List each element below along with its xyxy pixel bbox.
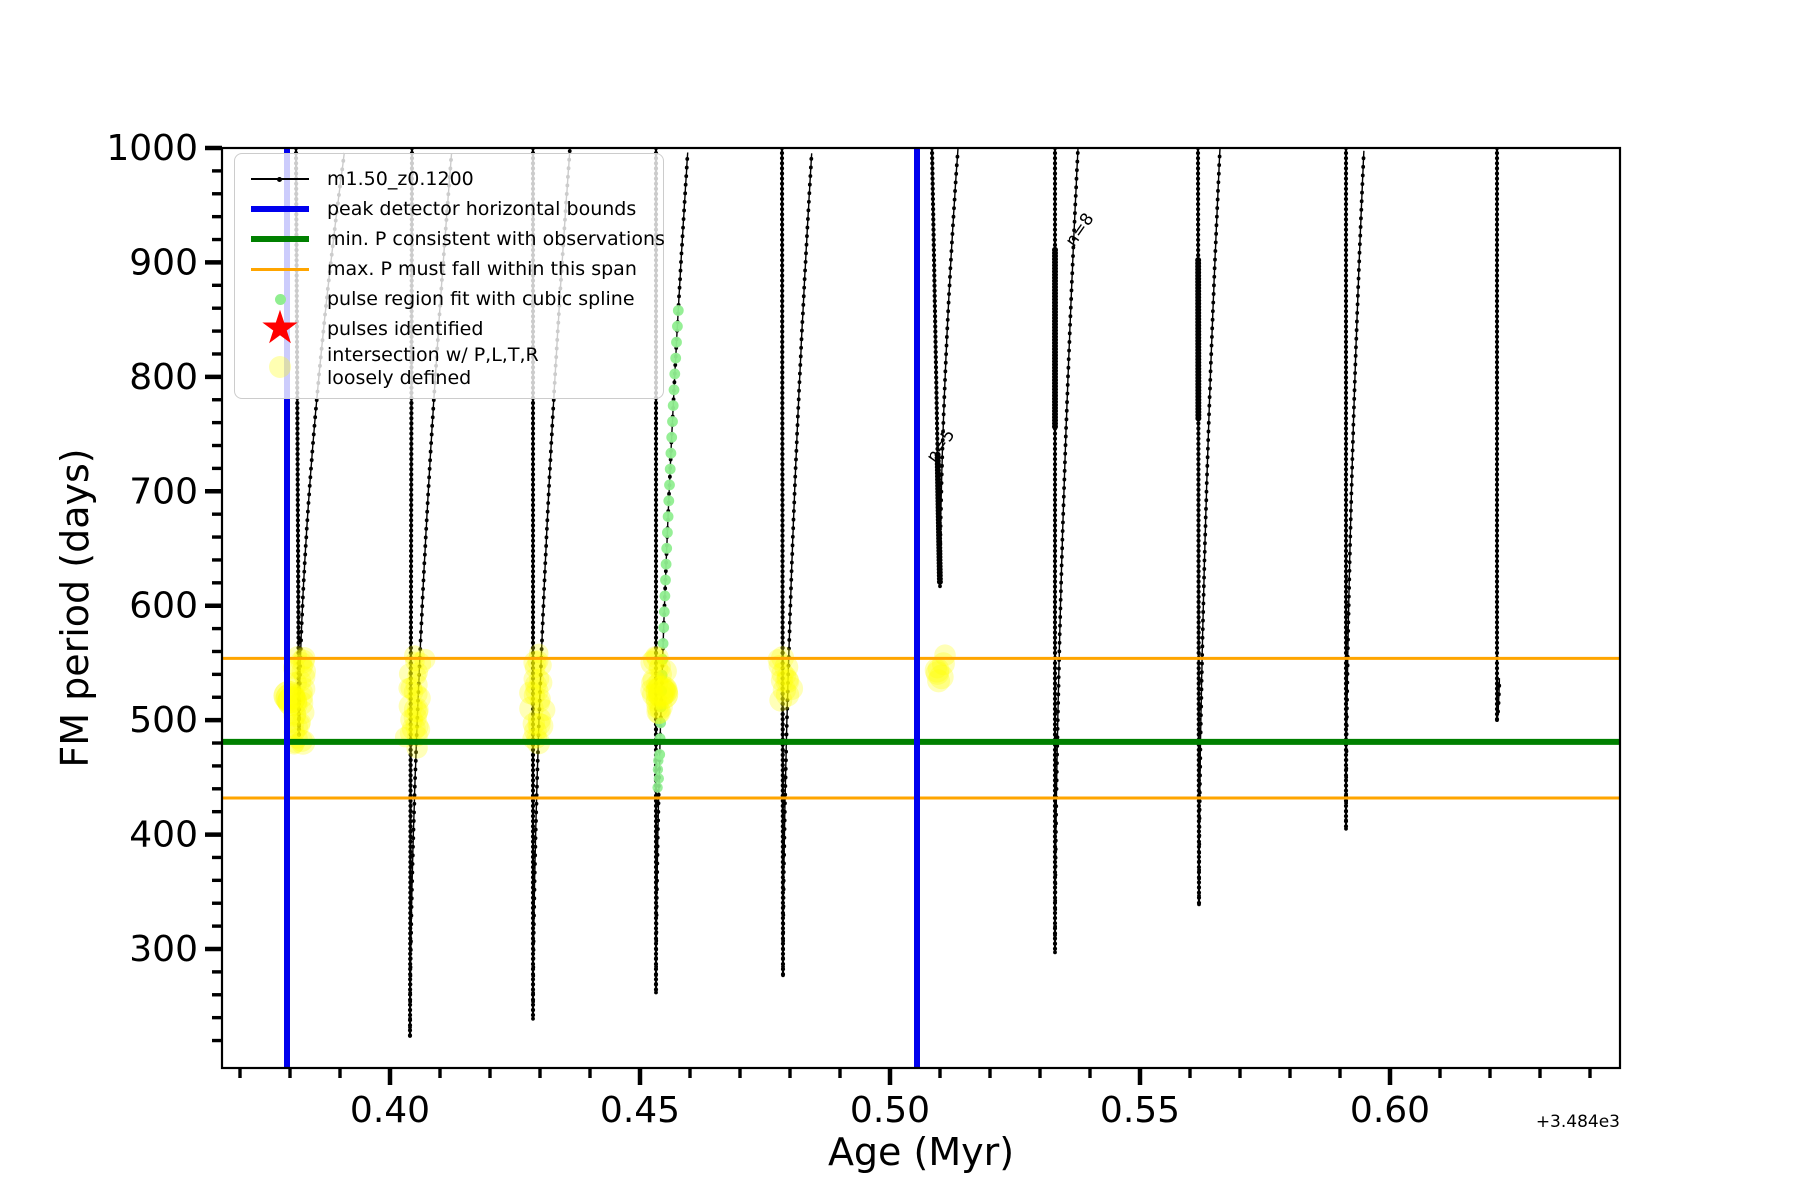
y-tick-label: 300 bbox=[129, 929, 198, 970]
legend-item-spline: pulse region fit with cubic spline bbox=[249, 284, 651, 314]
black-line-marker-icon bbox=[249, 177, 311, 182]
legend-label: min. P consistent with observations bbox=[327, 227, 665, 250]
legend-item-pulses: ★ pulses identified bbox=[249, 300, 651, 354]
legend-label: pulses identified bbox=[327, 317, 484, 340]
y-tick-label: 800 bbox=[129, 357, 198, 398]
x-tick-label: 0.40 bbox=[350, 1090, 430, 1131]
legend-label: max. P must fall within this span bbox=[327, 257, 637, 280]
legend-label: m1.50_z0.1200 bbox=[327, 167, 474, 190]
x-tick-label: 0.55 bbox=[1100, 1090, 1180, 1131]
x-tick-label: 0.45 bbox=[600, 1090, 680, 1131]
x-tick-label: 0.60 bbox=[1350, 1090, 1430, 1131]
x-axis-offset-text: +3.484e3 bbox=[1535, 1112, 1620, 1132]
legend-item-min-p: min. P consistent with observations bbox=[249, 224, 665, 254]
legend-item-track: m1.50_z0.1200 bbox=[249, 164, 651, 194]
orange-line-icon bbox=[249, 267, 311, 271]
y-tick-label: 500 bbox=[129, 700, 198, 741]
legend-label: intersection w/ P,L,T,R loosely defined bbox=[327, 344, 539, 389]
x-tick-label: 0.50 bbox=[850, 1090, 930, 1131]
y-tick-label: 400 bbox=[129, 815, 198, 856]
y-tick-label: 600 bbox=[129, 586, 198, 627]
y-tick-label: 700 bbox=[129, 471, 198, 512]
legend-item-peak-bounds: peak detector horizontal bounds bbox=[249, 194, 651, 224]
blue-line-icon bbox=[249, 206, 311, 212]
plot-area bbox=[222, 148, 1620, 1068]
green-dot-icon bbox=[249, 293, 311, 305]
x-axis-label: Age (Myr) bbox=[827, 1130, 1015, 1174]
y-tick-label: 900 bbox=[129, 242, 198, 283]
legend-label: pulse region fit with cubic spline bbox=[327, 287, 635, 310]
y-axis-label: FM period (days) bbox=[53, 448, 97, 768]
legend-item-max-p: max. P must fall within this span bbox=[249, 254, 651, 284]
legend-item-intersection: intersection w/ P,L,T,R loosely defined bbox=[249, 344, 651, 390]
legend-label: peak detector horizontal bounds bbox=[327, 197, 637, 220]
y-tick-label: 1000 bbox=[106, 128, 198, 169]
green-line-icon bbox=[249, 236, 311, 242]
yellow-dot-icon bbox=[249, 356, 311, 378]
legend: m1.50_z0.1200 peak detector horizontal b… bbox=[234, 153, 665, 399]
red-star-icon: ★ bbox=[259, 300, 301, 354]
